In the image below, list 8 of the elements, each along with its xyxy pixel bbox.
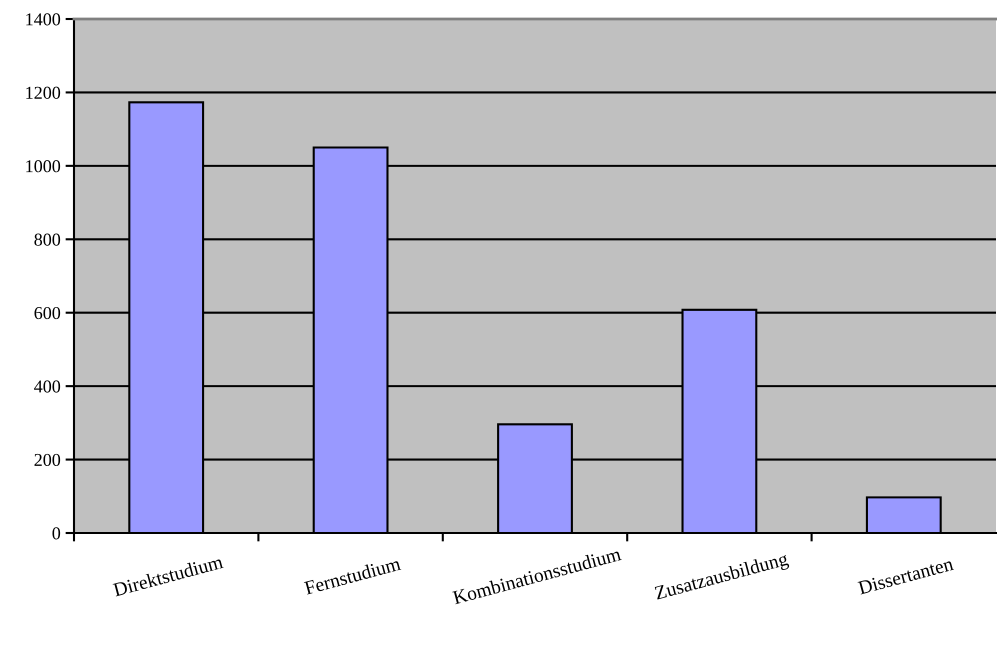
- y-tick-label: 600: [34, 306, 60, 320]
- y-tick-label: 1400: [26, 13, 60, 26]
- y-tick-label: 200: [34, 454, 60, 466]
- y-tick-label: 1200: [26, 86, 60, 99]
- y-tick-label: 1000: [26, 160, 60, 172]
- y-tick-label: 800: [34, 234, 60, 246]
- y-tick-label: 0: [52, 527, 60, 540]
- y-tick-label: 400: [34, 380, 60, 393]
